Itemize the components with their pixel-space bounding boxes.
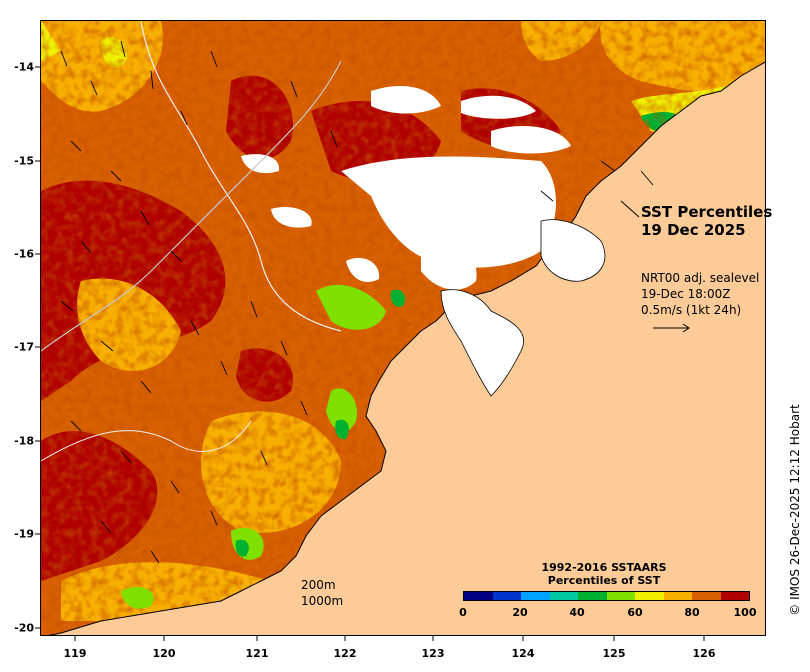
depth-contour-far	[41, 420, 252, 462]
lon-tick-label: 121	[245, 647, 269, 660]
colorbar-swatch	[492, 592, 521, 600]
colorbar-swatch	[578, 592, 607, 600]
colorbar	[463, 591, 750, 601]
current-time: 19-Dec 18:00Z	[641, 287, 731, 301]
map-title: SST Percentiles 19 Dec 2025	[641, 203, 772, 239]
lat-tick-label: -19	[14, 527, 34, 541]
lon-tick-label: 124	[511, 647, 535, 660]
current-info: NRT00 adj. sealevel 19-Dec 18:00Z 0.5m/s…	[641, 270, 759, 318]
colorbar-title-line1: 1992-2016 SSTAARS	[541, 561, 667, 574]
title-pointer	[620, 200, 640, 218]
current-arrows	[60, 40, 654, 564]
colorbar-tick: 0	[459, 606, 467, 619]
colorbar-swatch	[521, 592, 550, 600]
lat-tick-label: -16	[14, 247, 34, 261]
colorbar-swatch	[635, 592, 664, 600]
lon-tick-label: 123	[421, 647, 445, 660]
current-scale: 0.5m/s (1kt 24h)	[641, 303, 742, 317]
lat-tick-label: -17	[14, 340, 34, 354]
sst-high-patches	[121, 284, 406, 609]
lat-tick-label: -18	[14, 434, 34, 448]
credit-text: © IMOS 26-Dec-2025 12:12 Hobart	[788, 404, 802, 616]
depth-contour-200m	[140, 21, 342, 332]
cloud-mask	[241, 86, 571, 290]
lon-tick-label: 122	[333, 647, 357, 660]
colorbar-title-line2: Percentiles of SST	[547, 574, 661, 587]
lon-tick-label: 126	[692, 647, 716, 660]
colorbar-tick: 100	[733, 606, 757, 619]
colorbar-tick: 80	[684, 606, 700, 619]
lat-tick-label: -20	[14, 621, 34, 635]
colorbar-tick: 60	[627, 606, 643, 619]
colorbar-swatch	[663, 592, 692, 600]
colorbar-tick: 20	[512, 606, 528, 619]
map-title-date: 19 Dec 2025	[641, 221, 746, 239]
lat-tick-label: -15	[14, 154, 34, 168]
depth-legend-1000m: 1000m	[301, 594, 344, 608]
lon-tick-label: 125	[602, 647, 626, 660]
coastal-cloud	[440, 289, 524, 397]
reference-arrow	[653, 323, 690, 333]
colorbar-swatch	[464, 592, 493, 600]
current-source: NRT00 adj. sealevel	[641, 271, 760, 285]
map-title-product: SST Percentiles	[641, 203, 773, 221]
colorbar-tick: 40	[569, 606, 585, 619]
map-area	[40, 20, 766, 636]
depth-legend: 200m 1000m	[301, 577, 343, 609]
colorbar-swatch	[720, 592, 749, 600]
sst-percentile-map	[41, 21, 765, 635]
coastal-cloud-north	[540, 219, 606, 282]
lon-tick-label: 119	[63, 647, 87, 660]
colorbar-swatch	[606, 592, 635, 600]
lat-tick-label: -14	[14, 60, 34, 74]
land-mass	[48, 61, 765, 635]
colorbar-title: 1992-2016 SSTAARS Percentiles of SST	[449, 561, 759, 587]
depth-legend-200m: 200m	[301, 578, 336, 592]
depth-contour-1000m	[41, 60, 342, 352]
colorbar-swatch	[692, 592, 721, 600]
colorbar-swatch	[549, 592, 578, 600]
lon-tick-label: 120	[152, 647, 176, 660]
